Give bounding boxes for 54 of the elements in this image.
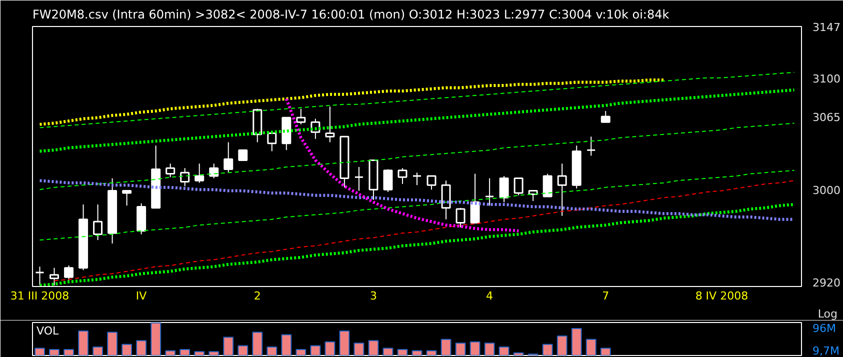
line-series (54, 180, 795, 282)
candlestick (484, 178, 494, 206)
candlestick (426, 175, 436, 190)
line-series (39, 122, 795, 190)
x-tick-label: IV (136, 290, 148, 302)
y-tick-label: 3000 (812, 184, 840, 198)
chart-title: FW20M8.csv (Intra 60min) >3082< 2008-IV-7 16:00:01 (mon) O:3012 H:3023 L:2977 C:3004 v:10k oi:84k (32, 8, 670, 22)
text: Log (818, 308, 838, 320)
candlestick (180, 168, 190, 187)
candlestick (542, 173, 552, 198)
candlestick (528, 190, 538, 202)
candlestick (122, 190, 132, 206)
line-series (39, 72, 795, 128)
y-tick-label: 9,7M (812, 344, 840, 357)
candlestick (456, 207, 466, 228)
x-tick-label: 31 III 2008 (10, 290, 70, 302)
candlestick (514, 178, 524, 196)
candlestick (194, 163, 204, 184)
candlestick (398, 168, 408, 184)
candlestick (267, 132, 277, 152)
x-tick-label: 2 (254, 290, 261, 302)
line-series (39, 170, 795, 241)
candlestick (166, 163, 176, 178)
candlestick (412, 172, 422, 186)
y-tick-label: 96M (812, 322, 836, 335)
y-tick-label: 3065 (812, 111, 840, 124)
x-tick-label: 4 (486, 290, 494, 302)
y-tick-label: 2920 (812, 276, 840, 290)
candlestick (383, 168, 393, 192)
candlestick (209, 163, 219, 179)
candlestick (64, 265, 74, 282)
candlestick (499, 176, 509, 203)
candlestick (238, 149, 248, 161)
candlestick (296, 108, 306, 125)
candlestick (470, 173, 480, 224)
x-tick-label: 7 (602, 290, 610, 302)
candlestick (557, 163, 567, 216)
chart-title: VOL (36, 324, 60, 338)
y-tick-label: 3100 (812, 72, 840, 86)
line-series (38, 78, 666, 126)
x-tick-label: 8 IV 2008 (695, 290, 748, 302)
line-series (38, 202, 796, 286)
line-series (284, 97, 520, 232)
candlestick (325, 106, 335, 143)
line-series (38, 88, 796, 153)
candlestick (600, 110, 610, 123)
candlestick (35, 266, 44, 286)
x-tick-label: 3 (370, 290, 377, 302)
candlestick (354, 166, 364, 192)
y-tick-label: 3147 (812, 21, 840, 34)
candlestick (93, 204, 103, 241)
candlestick (586, 136, 596, 156)
candlestick (441, 180, 451, 220)
candlestick (224, 142, 234, 174)
